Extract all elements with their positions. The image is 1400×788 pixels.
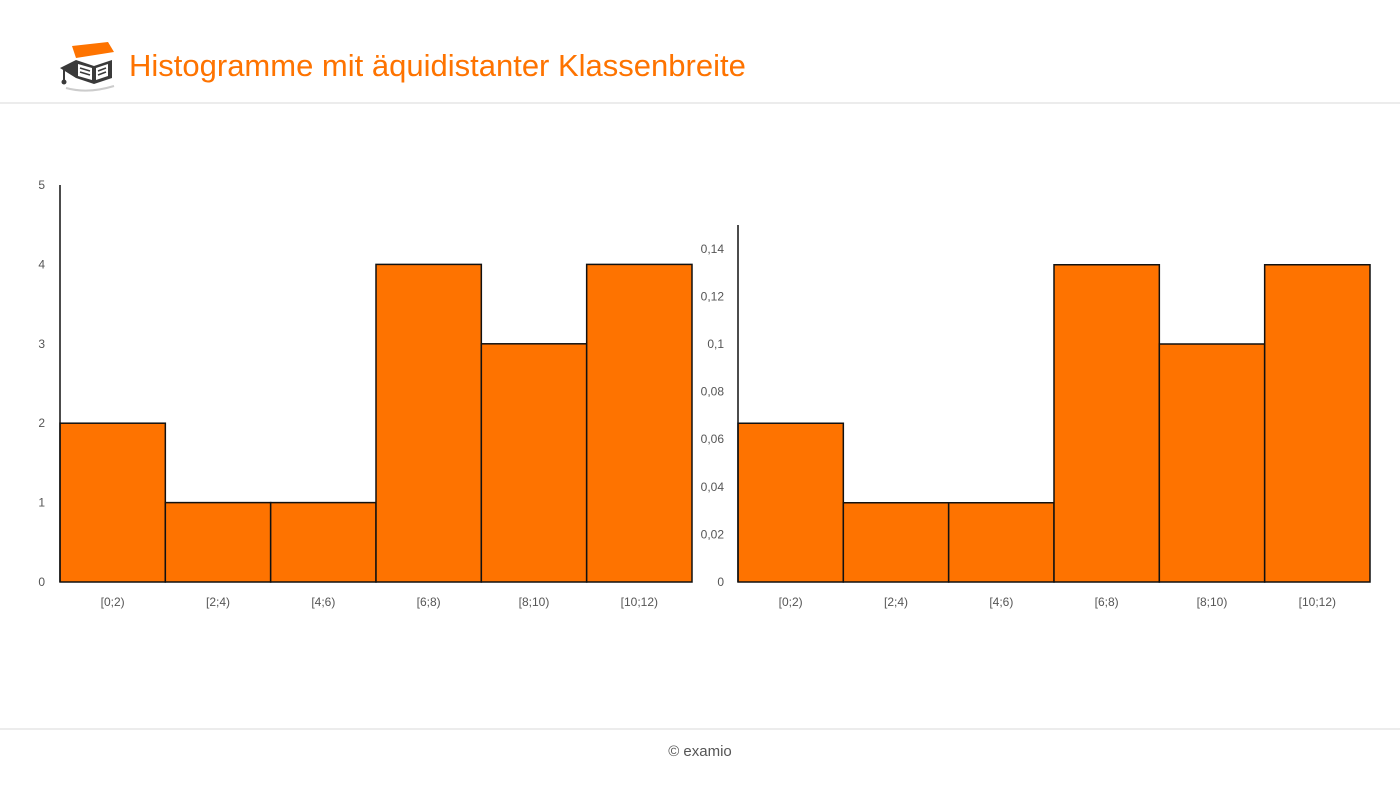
y-tick-label: 0 — [38, 575, 45, 589]
histogram-bar — [59, 422, 167, 583]
histogram-bar — [375, 263, 483, 583]
histogram-relative: [0;2) [2;4) [4;6) [6;8) [8;10) [10;12) 0 0,02 0,… — [701, 225, 1371, 609]
x-tick-label: [10;12) — [621, 595, 658, 609]
graduation-book-icon — [60, 42, 115, 92]
y-tick-label: 4 — [38, 257, 45, 271]
x-tick-label: [10;12) — [1299, 595, 1336, 609]
x-tick-label: [0;2) — [779, 595, 803, 609]
y-tick-label: 0,08 — [701, 385, 725, 399]
histogram-bar — [164, 501, 272, 583]
x-tick-label: [8;10) — [1197, 595, 1228, 609]
page-title: Histogramme mit äquidistanter Klassenbre… — [129, 48, 746, 83]
x-tick-label: [6;8) — [1095, 595, 1119, 609]
histogram-bar — [1158, 343, 1266, 583]
x-tick-label: [4;6) — [311, 595, 335, 609]
histogram-bar — [480, 343, 588, 583]
y-tick-label: 0,14 — [701, 242, 725, 256]
histogram-bar — [947, 501, 1055, 583]
x-tick-label: [0;2) — [101, 595, 125, 609]
histogram-bar — [269, 501, 377, 583]
histogram-bar — [842, 501, 950, 583]
copyright-text: © examio — [668, 743, 732, 760]
x-tick-label: [4;6) — [989, 595, 1013, 609]
histogram-bar — [1263, 263, 1371, 583]
histogram-bar — [1053, 263, 1161, 583]
y-tick-label: 0,02 — [701, 527, 725, 541]
histogram-bar — [585, 263, 693, 583]
y-tick-label: 2 — [38, 416, 45, 430]
footer-divider — [0, 728, 1400, 730]
histogram-absolute: [0;2) [2;4) [4;6) [6;8) [8;10) [10;12) 0 1 2 3 4 5 — [38, 178, 693, 609]
page-header: Histogramme mit äquidistanter Klassenbre… — [0, 0, 1400, 104]
y-tick-label: 1 — [38, 496, 45, 510]
x-tick-label: [8;10) — [519, 595, 550, 609]
y-tick-label: 0,12 — [701, 289, 725, 303]
x-tick-label: [6;8) — [417, 595, 441, 609]
y-tick-label: 0,04 — [701, 480, 725, 494]
histogram-bar — [737, 422, 845, 583]
y-tick-label: 5 — [38, 178, 45, 192]
y-tick-label: 0,06 — [701, 432, 725, 446]
x-tick-label: [2;4) — [206, 595, 230, 609]
y-tick-label: 0 — [717, 575, 724, 589]
y-tick-label: 3 — [38, 337, 45, 351]
y-tick-label: 0,1 — [707, 337, 724, 351]
x-tick-label: [2;4) — [884, 595, 908, 609]
